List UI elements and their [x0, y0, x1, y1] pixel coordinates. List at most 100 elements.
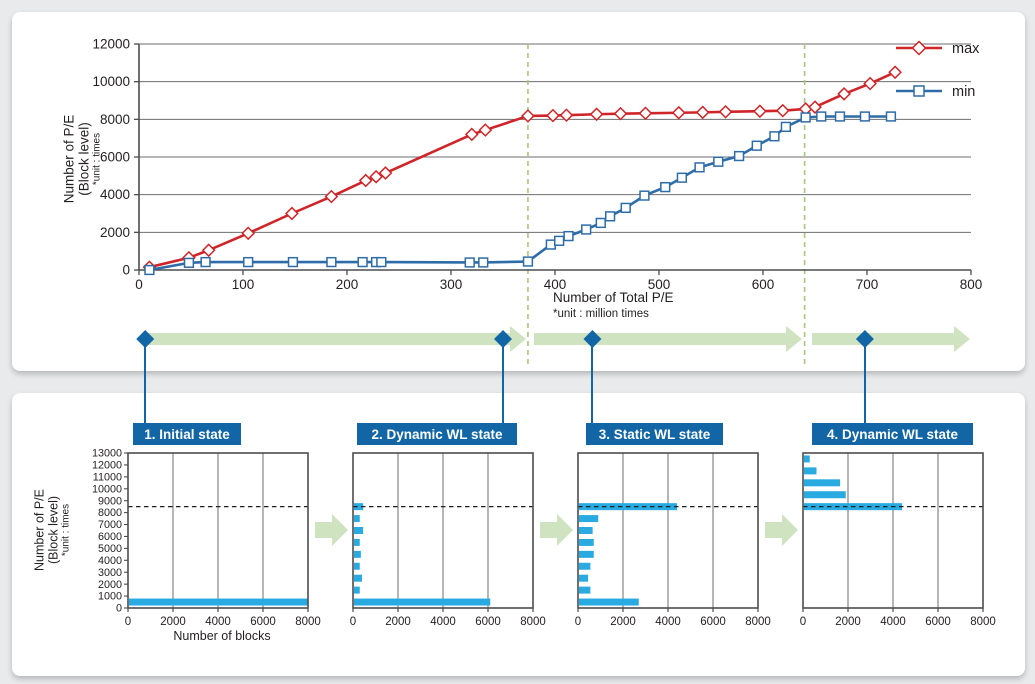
x-tick-label: 300 — [440, 277, 463, 292]
x-axis-unit: *unit : million times — [553, 307, 649, 320]
state-chart-1: 0 2000 4000 6000 800001000200030004000500060… — [92, 448, 321, 628]
transition-arrows — [315, 514, 798, 546]
mini-y-tick-label: 13000 — [92, 448, 122, 460]
arrow-body — [534, 333, 786, 345]
state-chart-4: 0 2000 4000 6000 8000 — [800, 452, 996, 628]
connector-line-3 — [591, 342, 593, 426]
bar — [354, 586, 360, 594]
mini-y-axis-label-line1: Number of P/E — [32, 489, 47, 571]
x-tick-label: 400 — [544, 277, 567, 292]
timeline-arrows — [136, 326, 970, 352]
mini-x-tick-label: 0 — [575, 616, 581, 628]
arrow-body — [540, 522, 557, 538]
bar — [579, 515, 599, 523]
mini-x-tick-label: 2000 — [835, 616, 861, 628]
arrow-head-icon — [510, 326, 526, 352]
arrow-head-icon — [332, 514, 348, 546]
timeline-diamond-icon — [136, 330, 155, 348]
bar — [354, 515, 360, 523]
mini-x-tick-label: 2000 — [160, 616, 186, 628]
mini-y-tick-label: 0 — [116, 603, 122, 615]
mini-x-tick-label: 4000 — [430, 616, 456, 628]
axes: 0 2000 4000 6000 8000 10000 12000 0 100 200 300 400… — [92, 37, 982, 293]
mini-y-tick-label: 4000 — [98, 555, 122, 567]
mini-x-tick-label: 6000 — [250, 616, 276, 628]
bar — [354, 550, 361, 558]
bars — [579, 503, 677, 606]
mini-y-tick-label: 5000 — [98, 543, 122, 555]
bar — [804, 455, 810, 463]
mini-x-tick-label: 2000 — [610, 616, 636, 628]
bar — [354, 527, 364, 534]
state-label-3: 3. Static WL state — [586, 423, 723, 445]
bar — [804, 467, 817, 475]
y-tick-label: 12000 — [92, 37, 130, 52]
arrow-body — [147, 333, 510, 345]
bars — [354, 503, 491, 606]
mini-y-tick-label: 10000 — [92, 483, 122, 495]
mini-y-tick-label: 12000 — [92, 460, 122, 472]
mini-x-tick-label: 0 — [125, 616, 131, 628]
x-tick-label: 800 — [960, 277, 983, 292]
state-label-1: 1. Initial state — [133, 423, 241, 445]
wear-level-states-card: 0 2000 4000 6000 8000 0 1000 2000 3000 4000 5000 60… — [12, 393, 1025, 676]
y-tick-label: 0 — [122, 263, 130, 278]
y-axis-label-line2: (Block level) — [76, 122, 92, 196]
bar — [804, 479, 841, 487]
mini-y-axis-label: Number of P/E (Block level) *unit : time… — [32, 489, 71, 571]
max-series — [142, 65, 902, 275]
bar — [579, 538, 594, 546]
connector-line-2 — [502, 342, 504, 426]
mini-x-tick-label: 4000 — [880, 616, 906, 628]
timeline-diamond-icon — [494, 330, 512, 348]
y-axis-label-line1: Number of P/E — [61, 114, 77, 204]
arrow-head-icon — [786, 326, 802, 352]
mini-x-tick-label: 8000 — [970, 616, 996, 628]
x-tick-label: 100 — [232, 277, 255, 292]
mini-x-tick-label: 6000 — [700, 616, 726, 628]
connector-line-1 — [144, 342, 146, 426]
legend: max min — [896, 40, 980, 100]
timeline-diamond-icon — [583, 330, 602, 348]
pe-trend-chart: 0 2000 4000 6000 8000 10000 12000 0 100 200 300 400… — [92, 37, 982, 364]
mini-y-tick-label: 8000 — [98, 507, 122, 519]
y-axis-unit: *unit : times — [91, 132, 103, 186]
mini-x-tick-label: 4000 — [205, 616, 231, 628]
bar — [354, 538, 360, 546]
mini-y-axis-label-line2: (Block level) — [46, 495, 61, 565]
mini-y-tick-label: 1000 — [98, 591, 122, 603]
y-tick-label: 6000 — [100, 150, 130, 165]
bar — [354, 574, 362, 582]
bars — [804, 455, 902, 511]
bar — [579, 598, 639, 606]
mini-x-tick-label: 8000 — [295, 616, 321, 628]
arrow-body — [315, 522, 332, 538]
connector-line-4 — [864, 342, 866, 426]
mini-y-axis-unit: *unit : times — [60, 503, 72, 557]
arrow-head-icon — [782, 514, 798, 546]
y-axis-label: Number of P/E (Block level) *unit : time… — [61, 115, 102, 204]
arrow-head-icon — [954, 326, 970, 352]
mini-x-tick-label: 6000 — [475, 616, 501, 628]
y-tick-label: 4000 — [100, 187, 130, 202]
bar — [579, 586, 591, 594]
bar — [129, 598, 308, 606]
x-tick-label: 500 — [648, 277, 671, 292]
state-label-4: 4. Dynamic WL state — [812, 423, 973, 445]
bar — [579, 562, 591, 570]
min-series — [144, 111, 897, 276]
arrow-head-icon — [557, 514, 573, 546]
x-tick-label: 200 — [336, 277, 359, 292]
state-label-2: 2. Dynamic WL state — [357, 423, 517, 445]
mini-x-axis-label: Number of blocks — [173, 629, 271, 643]
x-tick-label: 600 — [752, 277, 775, 292]
pe-trend-card: 0 2000 4000 6000 8000 10000 12000 0 100 200 300 400… — [12, 12, 1025, 371]
bar — [579, 527, 593, 534]
mini-y-tick-label: 6000 — [98, 531, 122, 543]
arrow-body — [812, 333, 954, 345]
bar — [804, 491, 846, 499]
legend-label-min: min — [952, 84, 975, 100]
mini-y-tick-label: 3000 — [98, 567, 122, 579]
mini-y-tick-label: 2000 — [98, 579, 122, 591]
bar — [354, 503, 364, 511]
